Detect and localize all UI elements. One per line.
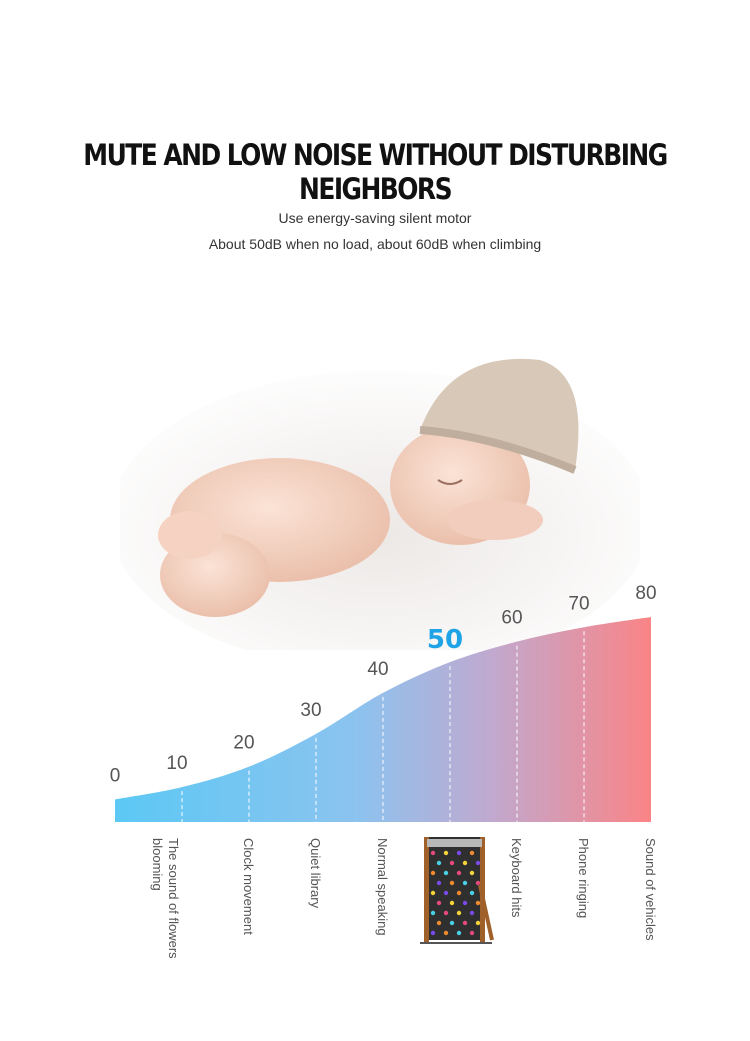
climbing-hold [469,910,475,916]
data-label: 10 [166,753,187,774]
category-label: Normal speaking [375,838,390,936]
climbing-hold [456,870,462,876]
climbing-hold [469,930,475,936]
data-label: 40 [367,659,388,680]
sleeping-baby-image [120,358,640,650]
climbing-hold [449,900,455,906]
category-label: Clock movement [241,838,256,935]
climbing-hold [469,890,475,896]
data-label-highlight: 50 [427,625,463,655]
climbing-wall-product-icon [420,837,494,944]
climbing-hold [449,860,455,866]
climbing-hold [462,900,468,906]
category-label: Phone ringing [576,838,591,918]
noise-level-chart: 0 10 20 30 40 50 60 70 80 The sound of flowersbl… [110,583,658,959]
climbing-hold [475,920,481,926]
category-label: Sound of vehicles [643,838,658,941]
climbing-hold [456,910,462,916]
climbing-hold [456,930,462,936]
data-label: 60 [501,608,522,629]
climbing-hold [475,880,481,886]
climbing-hold [449,880,455,886]
climbing-hold [436,920,442,926]
climbing-hold [443,890,449,896]
climbing-hold [430,930,436,936]
climbing-hold [443,870,449,876]
climbing-hold [462,920,468,926]
climbing-hold [443,910,449,916]
climbing-hold [475,900,481,906]
subtitle-line-1: Use energy-saving silent motor [278,210,472,226]
page-title: MUTE AND LOW NOISE WITHOUT DISTURBING NE… [83,138,668,206]
climbing-hold [469,850,475,856]
category-label: The sound of flowersblooming [150,838,181,959]
data-label: 30 [300,700,321,721]
category-label: Keyboard hits [509,838,524,918]
climbing-hold [443,850,449,856]
data-label: 20 [233,733,254,754]
data-label: 70 [568,593,589,614]
climbing-hold [462,860,468,866]
climbing-hold [443,930,449,936]
data-label: 80 [635,583,656,604]
climbing-hold [456,890,462,896]
climbing-hold [469,870,475,876]
climbing-hold [436,860,442,866]
climbing-hold [430,890,436,896]
climbing-hold [436,900,442,906]
climbing-hold [430,870,436,876]
climbing-hold [449,920,455,926]
climbing-hold [475,860,481,866]
data-label: 0 [110,765,121,786]
climbing-hold [456,850,462,856]
climbing-hold [430,850,436,856]
subtitle-line-2: About 50dB when no load, about 60dB when… [208,236,542,252]
climbing-hold [430,910,436,916]
climbing-hold [462,880,468,886]
category-label: Quiet library [308,838,323,909]
climbing-hold [436,880,442,886]
